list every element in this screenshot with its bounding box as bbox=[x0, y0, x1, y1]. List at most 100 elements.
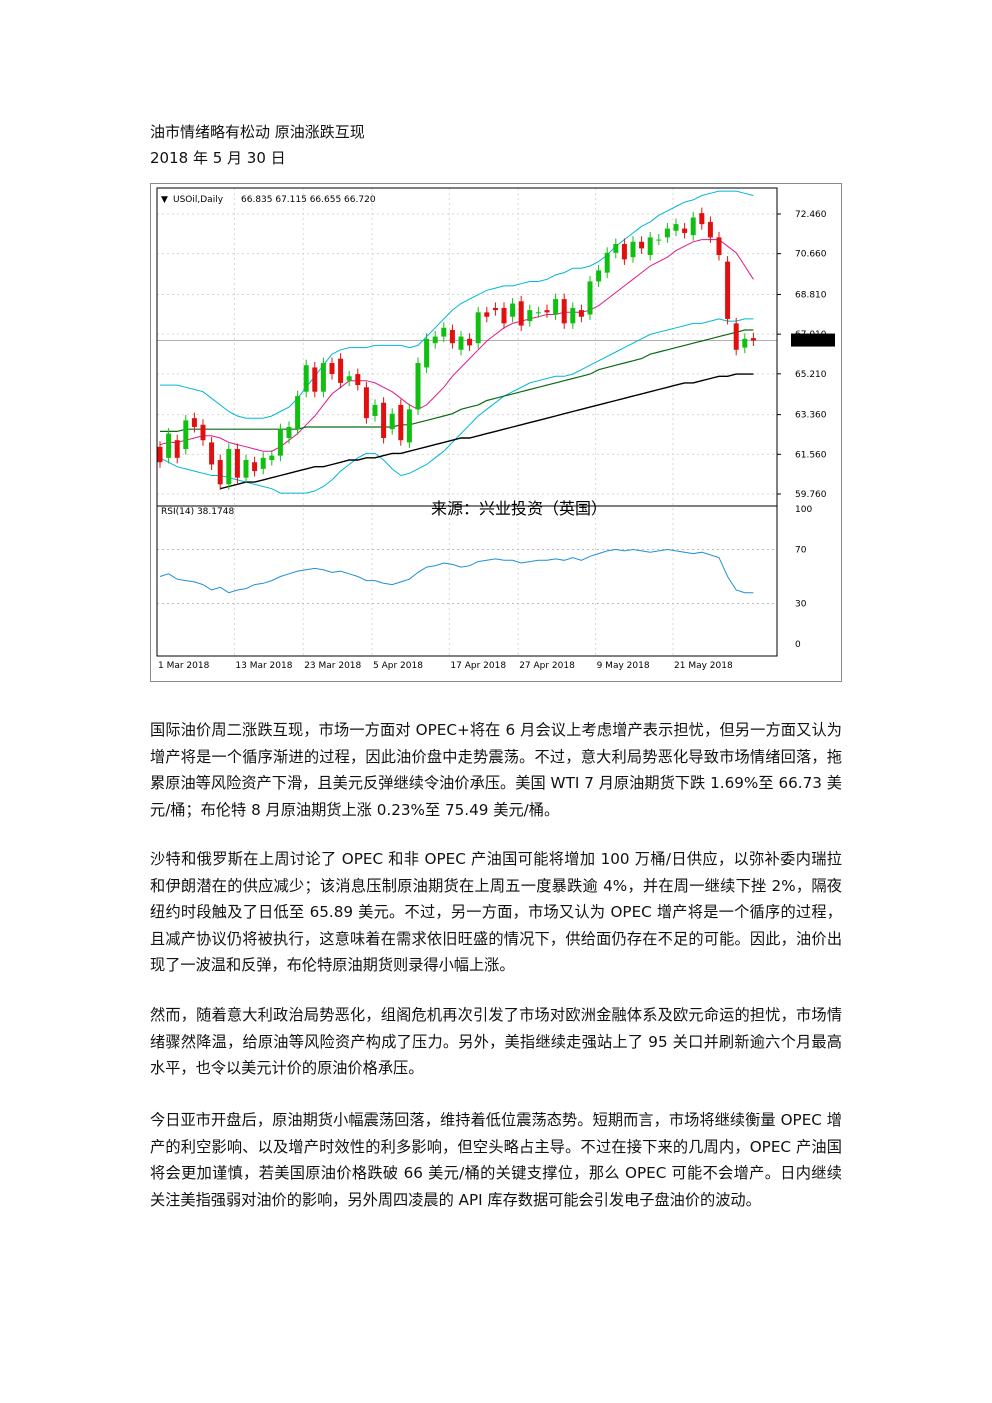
candle-body bbox=[209, 442, 215, 465]
candle-body bbox=[690, 217, 696, 236]
candle-body bbox=[578, 310, 584, 317]
candle-body bbox=[226, 449, 232, 485]
price-tick-label: 61.560 bbox=[795, 450, 827, 460]
candle-body bbox=[269, 455, 275, 461]
chart-axes: 1 Mar 2018 13 Mar 2018 23 Mar 2018 5 Apr 20… bbox=[156, 187, 835, 671]
candle-body bbox=[742, 338, 748, 348]
candle-body bbox=[372, 404, 378, 416]
candle-body bbox=[191, 418, 197, 427]
x-tick-label: 27 Apr 2018 bbox=[519, 661, 575, 671]
candle-body bbox=[200, 424, 206, 441]
article-date: 2018 年 5 月 30 日 bbox=[150, 149, 286, 167]
candle-body bbox=[501, 307, 507, 324]
paragraph-4: 今日亚市开盘后，原油期货小幅震荡回落，维持着低位震荡态势。短期而言，市场将继续衡… bbox=[150, 1111, 842, 1209]
current-price-label: 66.720 bbox=[794, 337, 829, 347]
candle-body bbox=[217, 460, 223, 485]
candle-body bbox=[277, 429, 283, 456]
price-tick-label: 63.360 bbox=[795, 411, 827, 421]
candle-body bbox=[329, 363, 335, 375]
price-chart: 1 Mar 2018 13 Mar 2018 23 Mar 2018 5 Apr 20… bbox=[150, 183, 842, 682]
price-tick-label: 65.210 bbox=[795, 370, 827, 380]
candle-body bbox=[243, 460, 249, 478]
plot-frame bbox=[156, 187, 778, 657]
rsi-line bbox=[159, 548, 754, 594]
candle-body bbox=[303, 365, 309, 392]
candle-body bbox=[449, 329, 455, 344]
candle-body bbox=[381, 402, 387, 438]
price-tick-label: 70.660 bbox=[795, 250, 827, 260]
price-tick-label: 72.460 bbox=[795, 210, 827, 220]
candle-body bbox=[587, 281, 593, 315]
price-tick-label: 59.760 bbox=[795, 490, 827, 500]
article-title: 油市情绪略有松动 原油涨跌互现 bbox=[150, 123, 365, 141]
candle-body bbox=[544, 310, 550, 313]
candle-body bbox=[527, 310, 533, 322]
candle-body bbox=[664, 228, 670, 238]
x-tick-label: 21 May 2018 bbox=[674, 661, 733, 671]
candle-body bbox=[234, 449, 240, 478]
moving-average-green-line bbox=[160, 329, 754, 432]
candle-body bbox=[415, 363, 421, 410]
candle-body bbox=[733, 323, 739, 350]
chart-source-label: 来源：兴业投资（英国） bbox=[431, 499, 607, 518]
x-tick-label: 9 May 2018 bbox=[597, 661, 650, 671]
candle-body bbox=[613, 243, 619, 253]
candle-body bbox=[647, 237, 653, 256]
rsi-tick-label: 70 bbox=[795, 546, 807, 556]
candle-body bbox=[441, 327, 447, 337]
candle-body bbox=[750, 338, 756, 341]
candle-body bbox=[398, 404, 404, 441]
candle-body bbox=[673, 224, 679, 231]
candle-body bbox=[699, 213, 705, 225]
price-tick-label: 68.810 bbox=[795, 290, 827, 300]
candle-body bbox=[174, 440, 180, 458]
candle-body bbox=[458, 336, 464, 350]
candle-body bbox=[346, 376, 352, 381]
candle-body bbox=[707, 221, 713, 238]
bollinger-lower-line bbox=[159, 318, 754, 494]
candle-body bbox=[295, 396, 301, 430]
symbol-dropdown-icon[interactable]: ▼ bbox=[161, 195, 168, 205]
paragraph-3: 然而，随着意大利政治局势恶化，组阁危机再次引发了市场对欧洲金融体系及欧元命运的担… bbox=[150, 1006, 842, 1078]
candle-body bbox=[286, 426, 292, 438]
chart-grid bbox=[156, 188, 777, 656]
chart-symbol-label: USOil,Daily bbox=[173, 195, 224, 205]
moving-average-fast-line bbox=[159, 239, 754, 452]
candle-body bbox=[320, 363, 326, 392]
chart-canvas: 1 Mar 2018 13 Mar 2018 23 Mar 2018 5 Apr 20… bbox=[156, 187, 835, 671]
moving-average-black-line bbox=[220, 373, 754, 490]
bollinger-upper-line bbox=[160, 190, 754, 419]
candle-body bbox=[553, 299, 559, 315]
candle-body bbox=[475, 312, 481, 344]
candle-body bbox=[166, 433, 172, 458]
candle-body bbox=[252, 462, 258, 472]
candle-body bbox=[355, 374, 361, 386]
candle-body bbox=[518, 301, 524, 326]
paragraph-2: 沙特和俄罗斯在上周讨论了 OPEC 和非 OPEC 产油国可能将增加 100 万… bbox=[150, 850, 842, 975]
candle-body bbox=[492, 307, 498, 311]
x-tick-label: 5 Apr 2018 bbox=[373, 661, 423, 671]
candle-body bbox=[424, 338, 430, 368]
candle-body bbox=[510, 303, 516, 317]
rsi-label: RSI(14) 38.1748 bbox=[161, 507, 234, 517]
x-tick-label: 1 Mar 2018 bbox=[158, 661, 210, 671]
candle-body bbox=[716, 237, 722, 256]
candle-body bbox=[484, 312, 490, 317]
candle-body bbox=[639, 241, 645, 249]
candle-body bbox=[621, 243, 627, 260]
candle-body bbox=[389, 413, 395, 430]
candle-body bbox=[570, 307, 576, 324]
chart-ohlc-label: 66.835 67.115 66.655 66.720 bbox=[241, 195, 376, 205]
current-price-tag bbox=[791, 333, 835, 347]
candle-body bbox=[406, 409, 412, 443]
x-tick-label: 17 Apr 2018 bbox=[450, 661, 506, 671]
candle-body bbox=[467, 338, 473, 346]
candle-body bbox=[725, 261, 731, 319]
candle-body bbox=[682, 228, 688, 233]
paragraph-1: 国际油价周二涨跌互现，市场一方面对 OPEC+将在 6 月会议上考虑增产表示担忧… bbox=[150, 721, 842, 819]
rsi-tick-label: 100 bbox=[795, 505, 812, 515]
x-tick-label: 23 Mar 2018 bbox=[304, 661, 361, 671]
rsi-tick-label: 0 bbox=[795, 640, 801, 650]
candle-body bbox=[260, 457, 266, 469]
candle-body bbox=[656, 239, 662, 241]
